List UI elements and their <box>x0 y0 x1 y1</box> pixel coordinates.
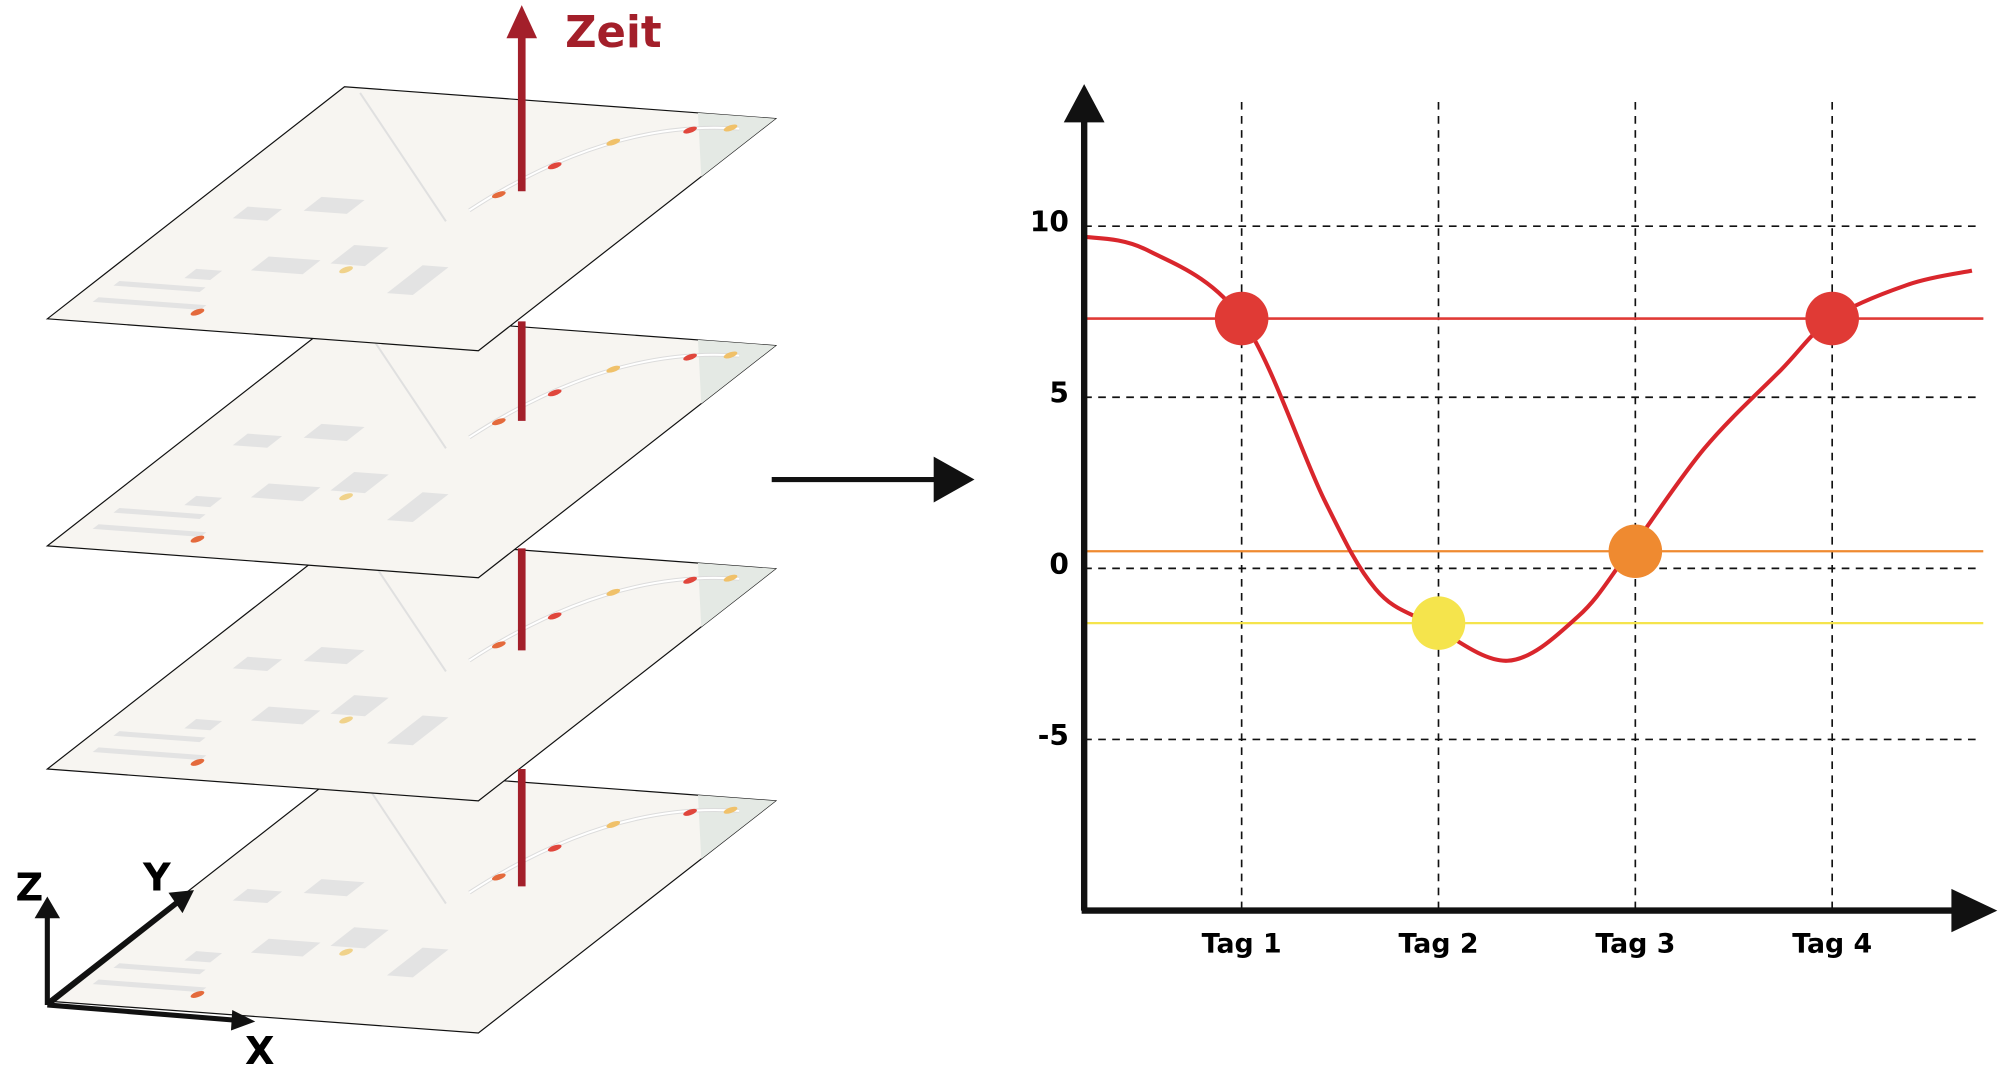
map-layer <box>47 314 775 578</box>
y-tick-label: 10 <box>1030 206 1069 239</box>
x-label: X <box>245 1029 275 1070</box>
map-layer <box>47 769 775 1033</box>
map-layer <box>47 537 775 801</box>
xyz-arrows <box>34 890 256 1031</box>
day-marker <box>1608 524 1663 579</box>
y-tick-label: 5 <box>1049 377 1069 410</box>
day-marker <box>1214 291 1269 346</box>
x-tick-label: Tag 2 <box>1399 929 1479 960</box>
y-label: Y <box>142 855 172 900</box>
time-label: Zeit <box>565 8 661 58</box>
y-tick-label: -5 <box>1038 719 1069 752</box>
x-tick-label: Tag 3 <box>1595 929 1675 960</box>
x-tick-label: Tag 4 <box>1792 929 1872 960</box>
day-marker <box>1411 596 1466 650</box>
y-axis-arrow <box>1063 84 1105 123</box>
day-marker <box>1805 291 1859 346</box>
xyz-axes <box>44 899 237 1023</box>
y-tick-label: 0 <box>1049 548 1069 581</box>
time-arrow <box>506 5 538 39</box>
chart: 10 5 0 -5 Tag 1 Tag 2 Tag 3 Tag 4 <box>1030 84 1998 960</box>
x-tick-label: Tag 1 <box>1202 929 1282 960</box>
x-axis-arrow <box>1951 888 1998 933</box>
map-layer <box>47 87 775 351</box>
transform-arrowhead <box>933 456 975 503</box>
z-label: Z <box>15 866 43 911</box>
